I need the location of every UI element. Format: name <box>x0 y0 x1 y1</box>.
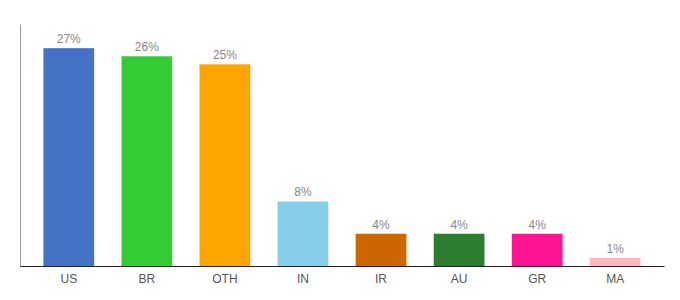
bar <box>278 201 329 266</box>
x-tick: IR <box>375 272 387 286</box>
data-label: 8% <box>294 185 312 199</box>
x-tick-label: MA <box>606 272 624 286</box>
x-tick: BR <box>139 272 156 286</box>
x-tick: GR <box>528 272 546 286</box>
x-tick-label: BR <box>139 272 156 286</box>
bar <box>43 48 94 266</box>
x-tick-label: IR <box>375 272 387 286</box>
x-tick: OTH <box>212 272 237 286</box>
x-tick-label: IN <box>297 272 309 286</box>
data-label: 4% <box>528 218 546 232</box>
plot: US BR OTH IN IR AU GR MA 27% 26% 25% 8% 4% 4% 4% 1% <box>21 25 665 286</box>
bar <box>590 258 641 266</box>
data-label: 4% <box>450 218 468 232</box>
data-labels: 27% 26% 25% 8% 4% 4% 4% 1% <box>57 32 624 256</box>
bar <box>200 64 251 266</box>
x-tick-label: OTH <box>212 272 237 286</box>
chart: US BR OTH IN IR AU GR MA 27% 26% 25% 8% 4% 4% 4% 1% <box>0 0 680 300</box>
x-tick: MA <box>606 272 624 286</box>
x-axis-line <box>21 266 665 267</box>
bar <box>434 234 485 266</box>
x-tick: AU <box>451 272 468 286</box>
data-label: 26% <box>135 40 159 54</box>
x-tick-label: GR <box>528 272 546 286</box>
data-label: 1% <box>607 242 625 256</box>
x-axis: US BR OTH IN IR AU GR MA <box>21 267 665 286</box>
bar <box>356 234 407 266</box>
bar <box>121 56 172 266</box>
x-tick: IN <box>297 272 309 286</box>
y-axis <box>20 25 21 267</box>
x-tick-label: US <box>60 272 77 286</box>
x-tick: US <box>60 272 77 286</box>
bars <box>43 48 640 266</box>
data-label: 25% <box>213 48 237 62</box>
data-label: 27% <box>57 32 81 46</box>
x-tick-label: AU <box>451 272 468 286</box>
y-axis-line <box>20 25 21 267</box>
bar <box>512 234 563 266</box>
data-label: 4% <box>372 218 390 232</box>
